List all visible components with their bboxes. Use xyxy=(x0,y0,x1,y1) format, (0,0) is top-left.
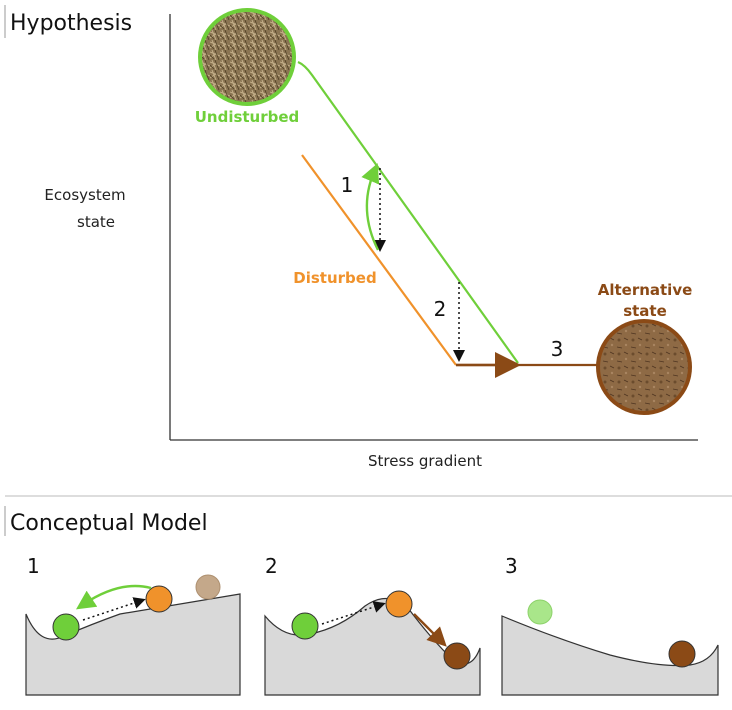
alternative-label-line1: Alternative xyxy=(598,281,693,299)
push-arrow-1 xyxy=(82,597,146,621)
step-1-label: 1 xyxy=(341,173,354,197)
x-axis-label: Stress gradient xyxy=(368,452,482,470)
conceptual-title: Conceptual Model xyxy=(10,511,208,536)
undisturbed-photo xyxy=(198,8,296,106)
ball-faded-undisturbed-3 xyxy=(527,599,553,625)
panel-3-label: 3 xyxy=(505,554,518,578)
recovery-arrow xyxy=(361,163,380,251)
ball-undisturbed-1 xyxy=(52,613,80,641)
step-2-label: 2 xyxy=(434,297,447,321)
ball-alternative-3 xyxy=(668,640,696,668)
undisturbed-line xyxy=(297,60,519,364)
disturbed-line xyxy=(301,154,457,366)
ball-faded-alt-1 xyxy=(195,574,221,600)
ball-alternative-2 xyxy=(443,642,471,670)
hypothesis-title: Hypothesis xyxy=(10,11,132,36)
y-axis-label-line2: state xyxy=(77,213,115,231)
panel-2-label: 2 xyxy=(265,554,278,578)
panel-1-label: 1 xyxy=(27,554,40,578)
y-axis-label-line1: Ecosystem xyxy=(44,186,125,204)
landscape-1 xyxy=(25,593,241,696)
push-arrow-2 xyxy=(321,601,386,625)
alternative-label-line2: state xyxy=(623,302,667,320)
ball-disturbed-1 xyxy=(145,585,173,613)
landscape-3 xyxy=(501,615,719,696)
return-arrow-1 xyxy=(76,584,152,610)
ball-disturbed-2 xyxy=(385,590,413,618)
ball-undisturbed-2 xyxy=(291,612,319,640)
roll-arrow-2 xyxy=(413,613,447,647)
step-3-label: 3 xyxy=(551,337,564,361)
alternative-state-photo xyxy=(596,319,692,415)
undisturbed-label: Undisturbed xyxy=(195,108,300,126)
disturbed-label: Disturbed xyxy=(293,269,376,287)
